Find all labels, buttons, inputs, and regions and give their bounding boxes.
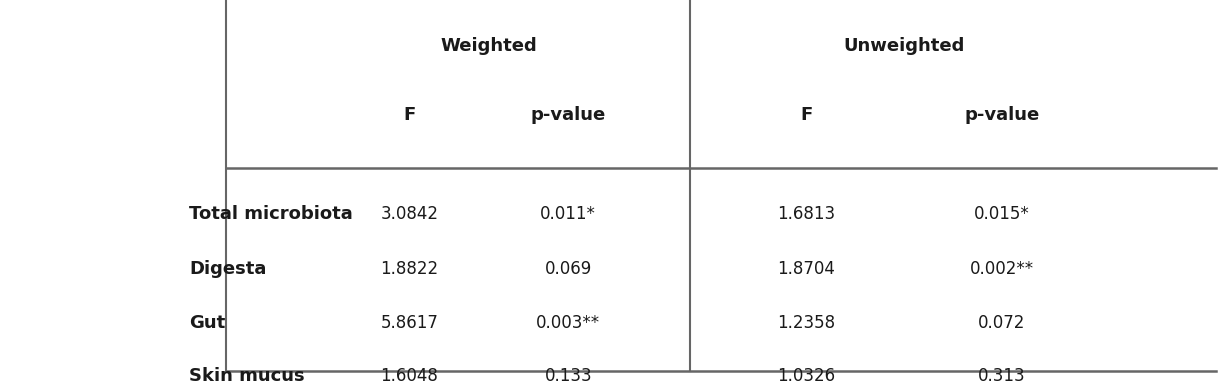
- Text: 0.011*: 0.011*: [540, 205, 596, 223]
- Text: 1.6813: 1.6813: [777, 205, 836, 223]
- Text: 1.0326: 1.0326: [777, 367, 836, 382]
- Text: Unweighted: Unweighted: [843, 37, 965, 55]
- Text: Weighted: Weighted: [440, 37, 538, 55]
- Text: 1.6048: 1.6048: [380, 367, 439, 382]
- Text: Total microbiota: Total microbiota: [189, 205, 353, 223]
- Text: 0.069: 0.069: [545, 260, 591, 278]
- Text: 1.8822: 1.8822: [380, 260, 439, 278]
- Text: 1.8704: 1.8704: [777, 260, 836, 278]
- Text: 1.2358: 1.2358: [777, 314, 836, 332]
- Text: 0.133: 0.133: [545, 367, 591, 382]
- Text: p-value: p-value: [964, 105, 1040, 124]
- Text: p-value: p-value: [530, 105, 606, 124]
- Text: 0.003**: 0.003**: [536, 314, 600, 332]
- Text: 0.002**: 0.002**: [970, 260, 1034, 278]
- Text: Gut: Gut: [189, 314, 226, 332]
- Text: 0.015*: 0.015*: [974, 205, 1030, 223]
- Text: F: F: [403, 105, 415, 124]
- Text: 5.8617: 5.8617: [380, 314, 439, 332]
- Text: Digesta: Digesta: [189, 260, 266, 278]
- Text: 0.072: 0.072: [979, 314, 1025, 332]
- Text: F: F: [800, 105, 813, 124]
- Text: 0.313: 0.313: [979, 367, 1025, 382]
- Text: 3.0842: 3.0842: [380, 205, 439, 223]
- Text: Skin mucus: Skin mucus: [189, 367, 306, 382]
